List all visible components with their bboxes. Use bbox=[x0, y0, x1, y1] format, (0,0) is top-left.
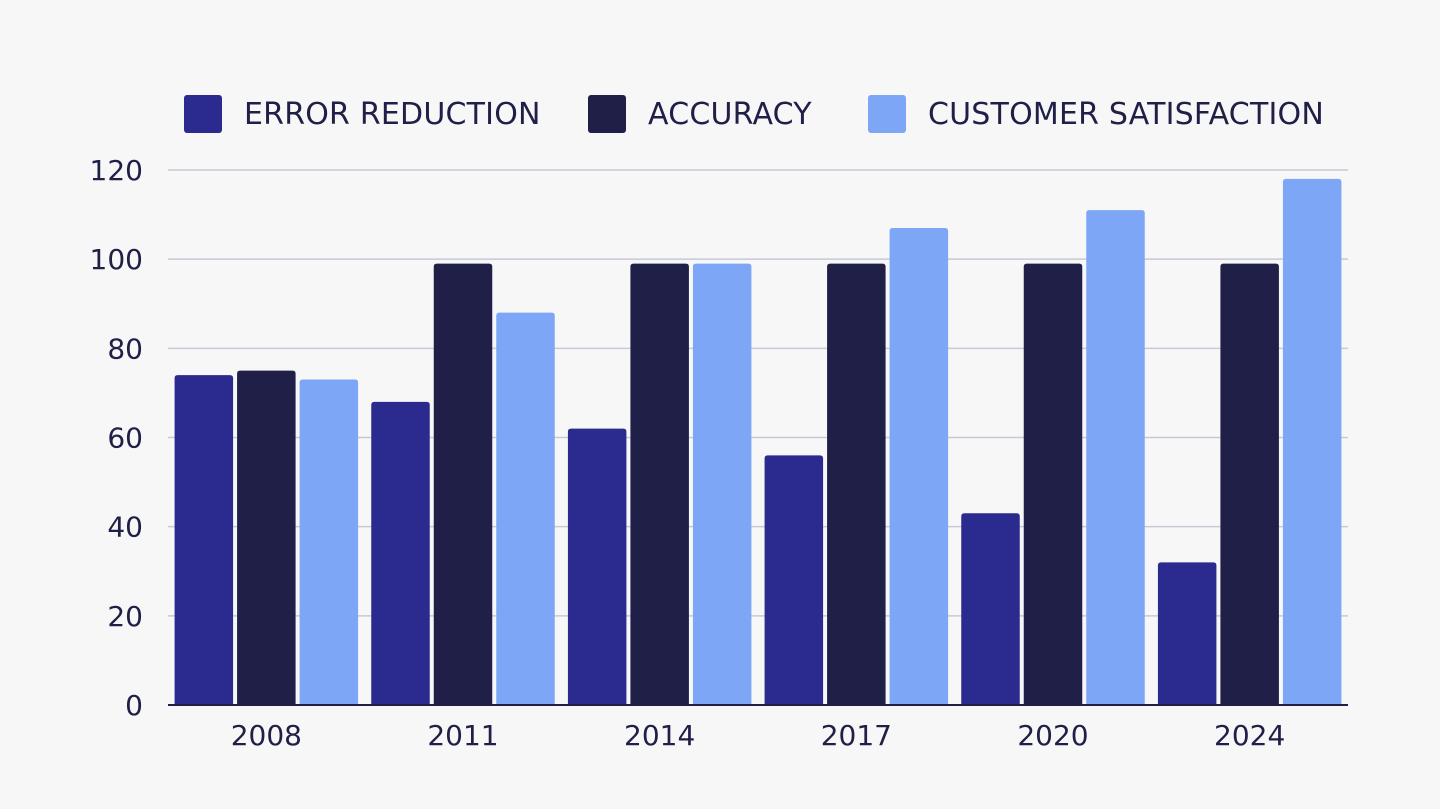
legend-label-accuracy: ACCURACY bbox=[648, 96, 812, 132]
bar-error-reduction-2008 bbox=[174, 375, 234, 705]
y-tick-label-0: 0 bbox=[125, 689, 143, 722]
bar-accuracy-2017 bbox=[827, 263, 886, 705]
bar-customer-satisfaction-2008 bbox=[299, 379, 359, 705]
bar-error-reduction-2024 bbox=[1157, 562, 1217, 705]
y-tick-label-40: 40 bbox=[107, 511, 143, 544]
bar-accuracy-2020 bbox=[1023, 263, 1083, 705]
y-tick-label-100: 100 bbox=[90, 243, 143, 276]
legend-swatch-accuracy bbox=[588, 95, 626, 133]
bar-error-reduction-2011 bbox=[371, 401, 430, 705]
y-tick-label-60: 60 bbox=[107, 422, 143, 455]
bar-accuracy-2011 bbox=[433, 263, 493, 705]
x-tick-label-2017: 2017 bbox=[821, 719, 892, 752]
legend-swatch-customer-satisfaction bbox=[868, 95, 906, 133]
bar-customer-satisfaction-2014 bbox=[692, 263, 752, 705]
x-tick-label-2014: 2014 bbox=[624, 719, 695, 752]
bar-accuracy-2014 bbox=[630, 263, 689, 705]
y-tick-label-80: 80 bbox=[107, 332, 143, 365]
legend-label-error-reduction: ERROR REDUCTION bbox=[244, 96, 541, 132]
bar-error-reduction-2020 bbox=[961, 513, 1020, 705]
bar-accuracy-2024 bbox=[1220, 263, 1279, 705]
legend-item-accuracy[interactable]: ACCURACY bbox=[588, 92, 812, 136]
legend: ERROR REDUCTION ACCURACY CUSTOMER SATISF… bbox=[0, 92, 1440, 136]
bar-customer-satisfaction-2024 bbox=[1282, 178, 1342, 705]
legend-label-customer-satisfaction: CUSTOMER SATISFACTION bbox=[928, 96, 1324, 132]
x-tick-label-2008: 2008 bbox=[231, 719, 302, 752]
legend-item-error-reduction[interactable]: ERROR REDUCTION bbox=[184, 92, 541, 136]
bar-error-reduction-2014 bbox=[567, 428, 627, 705]
x-tick-label-2020: 2020 bbox=[1017, 719, 1088, 752]
y-tick-label-20: 20 bbox=[107, 600, 143, 633]
bar-customer-satisfaction-2020 bbox=[1086, 210, 1145, 705]
y-tick-label-120: 120 bbox=[90, 154, 143, 187]
x-tick-label-2024: 2024 bbox=[1214, 719, 1285, 752]
bar-accuracy-2008 bbox=[237, 370, 296, 705]
bar-customer-satisfaction-2017 bbox=[889, 227, 949, 706]
legend-swatch-error-reduction bbox=[184, 95, 222, 133]
bar-customer-satisfaction-2011 bbox=[496, 312, 555, 705]
bar-error-reduction-2017 bbox=[764, 455, 824, 705]
x-tick-label-2011: 2011 bbox=[427, 719, 498, 752]
legend-item-customer-satisfaction[interactable]: CUSTOMER SATISFACTION bbox=[868, 92, 1324, 136]
